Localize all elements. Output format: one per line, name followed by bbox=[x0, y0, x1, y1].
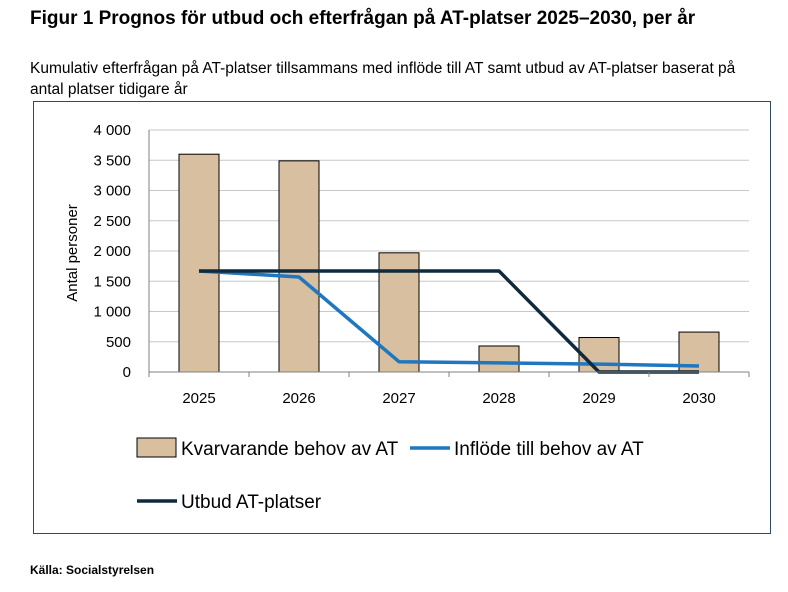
y-tick-labels: 0 500 1 000 1 500 2 000 2 500 3 000 3 500 4 000 bbox=[93, 122, 131, 381]
x-tick-labels: 2025 2026 2027 2028 2029 2030 bbox=[182, 390, 715, 407]
line-series bbox=[198, 269, 700, 374]
bar bbox=[478, 345, 520, 373]
y-tick-label: 4 000 bbox=[93, 122, 131, 139]
legend-swatch bbox=[136, 437, 177, 458]
x-tick-label: 2026 bbox=[282, 390, 315, 407]
legend-label: Utbud AT-platser bbox=[181, 492, 322, 513]
y-tick-label: 1 500 bbox=[93, 273, 131, 290]
legend-label: Inflöde till behov av AT bbox=[454, 439, 644, 460]
legend: Kvarvarande behov av AT Inflöde till beho… bbox=[136, 437, 644, 513]
legend-label: Kvarvarande behov av AT bbox=[181, 439, 399, 460]
y-tick-label: 3 500 bbox=[93, 152, 131, 169]
source-note: Källa: Socialstyrelsen bbox=[30, 563, 155, 577]
x-tick-label: 2030 bbox=[682, 390, 715, 407]
series-line bbox=[199, 269, 699, 374]
y-tick-label: 2 000 bbox=[93, 243, 131, 260]
y-axis-title: Antal personer bbox=[64, 204, 81, 302]
gridlines bbox=[149, 129, 749, 343]
y-tick-label: 0 bbox=[123, 364, 131, 381]
y-tick-label: 3 000 bbox=[93, 183, 131, 200]
y-tick-label: 1 000 bbox=[93, 304, 131, 321]
x-tick-label: 2029 bbox=[582, 390, 615, 407]
figure-title: Figur 1 Prognos för utbud och efterfråga… bbox=[30, 8, 696, 29]
bar bbox=[178, 153, 220, 373]
y-tick-label: 2 500 bbox=[93, 213, 131, 230]
bar bbox=[278, 160, 320, 373]
x-tick-label: 2025 bbox=[182, 390, 215, 407]
series-line bbox=[198, 269, 700, 368]
axes bbox=[148, 130, 750, 377]
y-tick-label: 500 bbox=[106, 334, 131, 351]
figure-subtitle: Kumulativ efterfrågan på AT-platser till… bbox=[30, 60, 736, 98]
x-tick-label: 2028 bbox=[482, 390, 515, 407]
bar-series bbox=[178, 153, 720, 373]
chart-frame bbox=[33, 101, 771, 534]
bar bbox=[578, 337, 620, 373]
x-tick-label: 2027 bbox=[382, 390, 415, 407]
